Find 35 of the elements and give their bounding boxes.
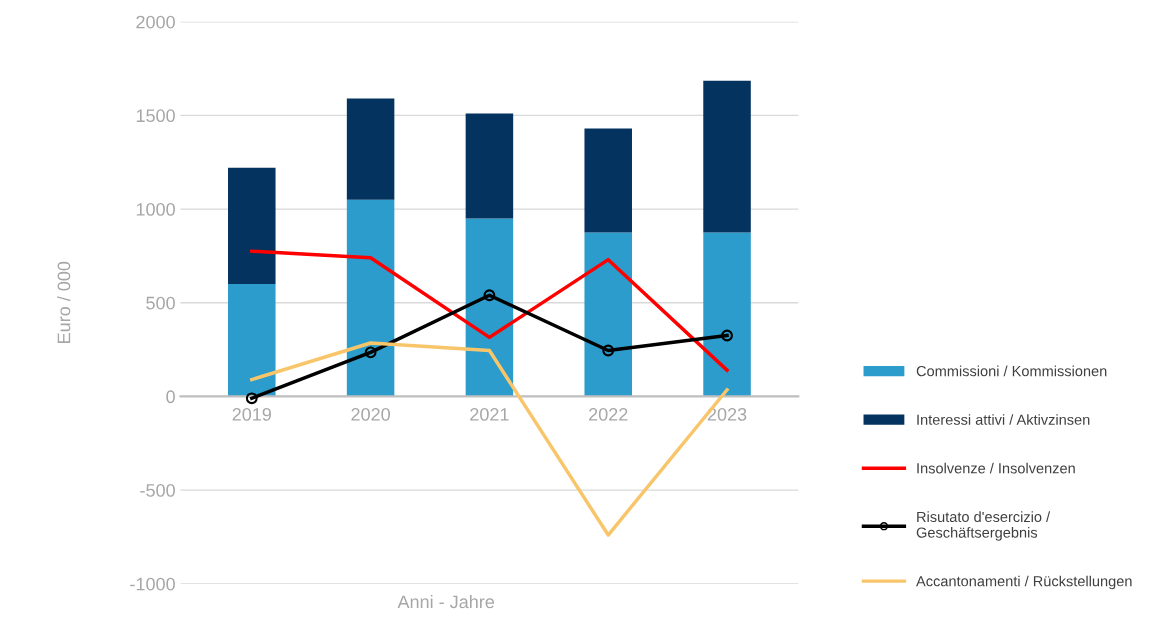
y-tick-label: 500 <box>146 296 175 310</box>
x-tick-label: 2022 <box>589 407 628 421</box>
x-axis-title: Anni - Jahre <box>397 594 495 609</box>
legend-label: Interessi attivi / Aktivzinsen <box>917 414 1090 425</box>
point <box>245 392 258 405</box>
bar <box>584 232 632 397</box>
bar <box>346 199 395 397</box>
bar <box>703 232 751 397</box>
bar <box>703 80 751 233</box>
legend-label: Insolvenze / Insolvenzen <box>917 462 1075 474</box>
x-tick-label: 2019 <box>232 407 272 421</box>
point <box>602 344 615 357</box>
x-tick-label: 2023 <box>707 407 747 421</box>
bar <box>584 128 632 233</box>
y-tick-label: 0 <box>166 390 175 404</box>
y-tick-label: -500 <box>140 484 175 497</box>
x-tick-label: 2021 <box>470 407 509 421</box>
legend-label: Accantonamenti / Rückstellungen <box>916 575 1132 590</box>
point <box>721 329 733 342</box>
y-axis-title: Euro / 000 <box>57 261 71 343</box>
bar <box>346 98 395 200</box>
point <box>483 289 496 302</box>
y-tick-label: -1000 <box>130 577 175 591</box>
y-tick-label: 1000 <box>136 203 175 216</box>
line-series <box>250 249 729 372</box>
y-tick-label: 1500 <box>136 109 175 123</box>
bar <box>228 284 276 397</box>
bar <box>465 218 514 397</box>
bar <box>228 167 276 284</box>
point <box>364 346 377 359</box>
bar <box>465 113 514 219</box>
x-tick-label: 2020 <box>351 407 390 421</box>
legend-label: Commissioni / Kommissionen <box>916 365 1107 377</box>
legend-label: Risutato d'esercizio / Geschäftsergebnis <box>916 511 1051 541</box>
y-tick-label: 2000 <box>136 15 175 29</box>
